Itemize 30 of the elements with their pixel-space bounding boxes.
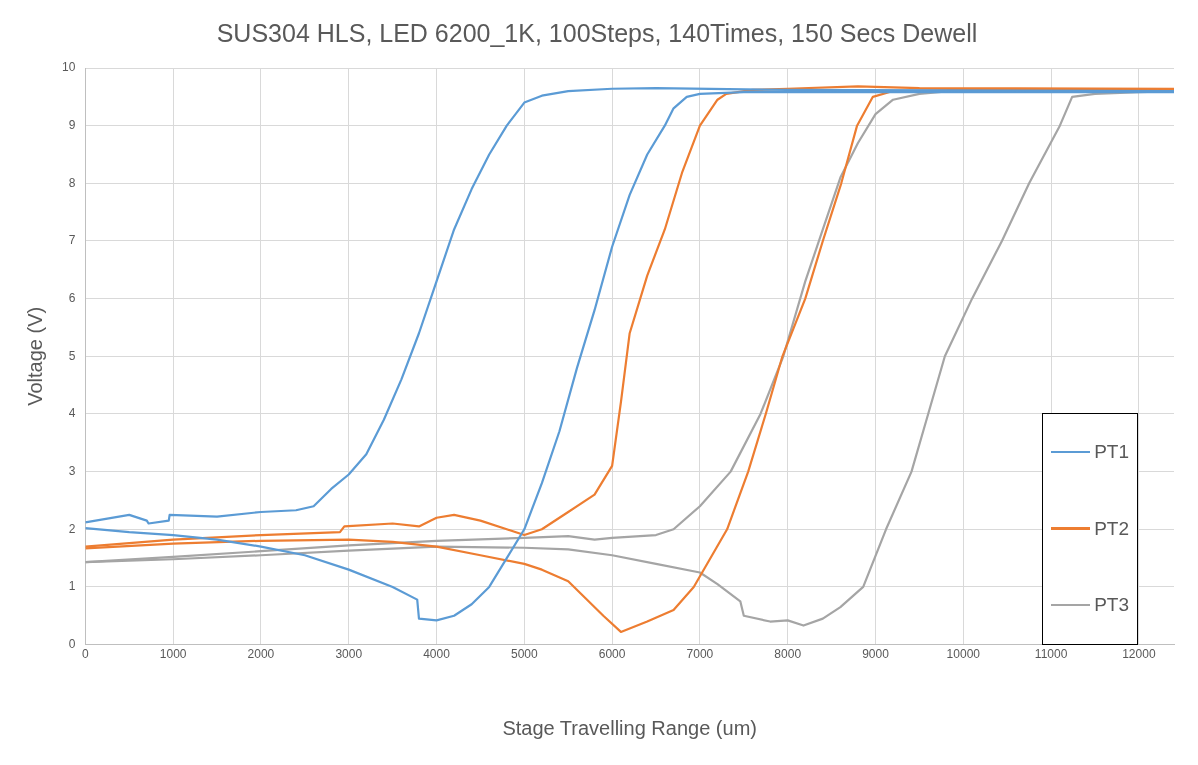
legend-label: PT1 (1094, 440, 1129, 463)
x-axis-title: Stage Travelling Range (um) (502, 716, 757, 739)
y-tick-label: 5 (68, 348, 76, 363)
x-tick-label: 8000 (774, 647, 802, 662)
x-tick-label: 12000 (1122, 647, 1156, 662)
x-tick-label: 1000 (159, 647, 187, 662)
x-tick-label: 2000 (247, 647, 275, 662)
y-tick-label: 7 (68, 233, 76, 248)
x-tick-label: 4000 (423, 647, 451, 662)
y-tick-label: 6 (68, 290, 76, 305)
y-tick-label: 2 (68, 521, 76, 536)
y-tick-label: 1 (68, 579, 76, 594)
y-tick-label: 10 (61, 60, 76, 75)
x-tick-label: 3000 (335, 647, 363, 662)
chart-title: SUS304 HLS, LED 6200_1K, 100Steps, 140Times, 150 Secs Dewell (216, 18, 978, 47)
legend-label: PT2 (1094, 517, 1129, 540)
y-tick-label: 9 (68, 117, 76, 132)
y-axis-title: Voltage (V) (23, 306, 46, 406)
x-tick-label: 6000 (598, 647, 626, 662)
y-tick-label: 8 (68, 175, 76, 190)
x-tick-label: 10000 (946, 647, 981, 662)
y-tick-label: 0 (68, 636, 76, 651)
x-tick-label: 7000 (686, 647, 714, 662)
x-tick-label: 0 (82, 647, 89, 662)
x-tick-label: 5000 (510, 647, 538, 662)
x-tick-label: 9000 (862, 647, 890, 662)
y-tick-label: 4 (68, 406, 76, 421)
y-tick-label: 3 (68, 463, 76, 478)
legend-label: PT3 (1094, 594, 1129, 617)
x-tick-label: 11000 (1034, 647, 1068, 662)
